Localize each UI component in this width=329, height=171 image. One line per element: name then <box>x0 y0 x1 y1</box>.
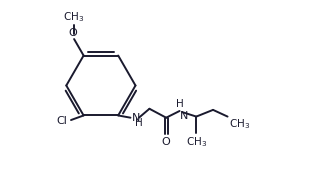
Text: N: N <box>132 113 140 123</box>
Text: CH$_3$: CH$_3$ <box>186 135 207 149</box>
Text: CH$_3$: CH$_3$ <box>229 118 250 131</box>
Text: H: H <box>176 99 184 109</box>
Text: N: N <box>180 111 189 121</box>
Text: Cl: Cl <box>57 116 68 126</box>
Text: O: O <box>162 137 170 147</box>
Text: H: H <box>135 118 143 128</box>
Text: O: O <box>68 28 77 38</box>
Text: CH$_3$: CH$_3$ <box>63 10 85 24</box>
